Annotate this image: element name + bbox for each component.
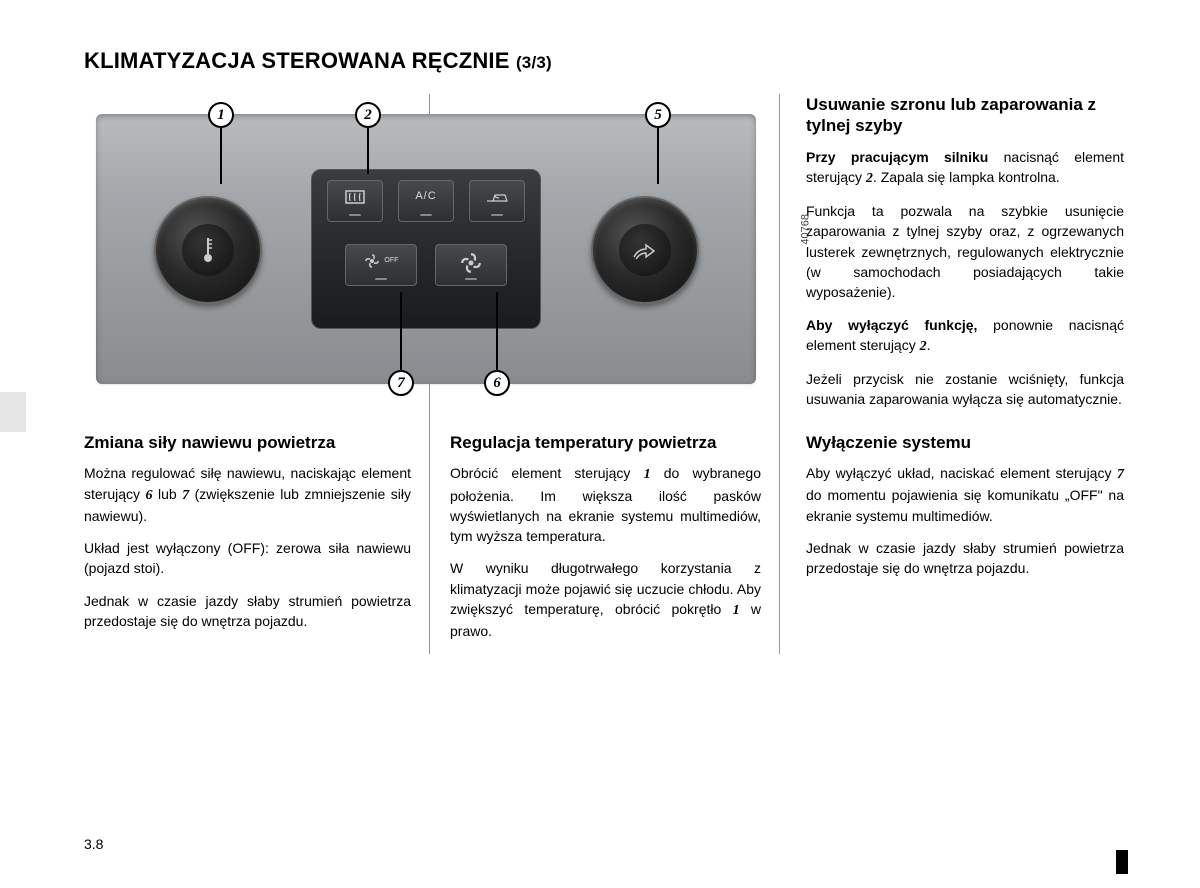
heading-system-off: Wyłączenie systemu — [806, 432, 1124, 453]
heading-fan-strength: Zmiana siły nawiewu powietrza — [84, 432, 411, 453]
recirculation-button — [469, 180, 525, 222]
heading-temperature: Regulacja temperatury powietrza — [450, 432, 761, 453]
callout-1: 1 — [208, 102, 234, 128]
para-l2: Układ jest wyłączony (OFF): zerowa siła … — [84, 538, 411, 579]
callout-2: 2 — [355, 102, 381, 128]
airflow-icon — [619, 224, 671, 276]
ac-button: A/C — [398, 180, 454, 222]
para-r6: Jednak w czasie jazdy słaby strumień pow… — [806, 538, 1124, 579]
para-m2: W wyniku długotrwałego korzystania z kli… — [450, 558, 761, 641]
heading-defrost: Usuwanie szronu lub zaparowania z tylnej… — [806, 94, 1124, 137]
airflow-knob — [591, 196, 699, 304]
fan-on-button — [435, 244, 507, 286]
page-title: KLIMATYZACJA STEROWANA RĘCZNIE (3/3) — [84, 48, 1128, 74]
content-columns: 40768 — [84, 94, 1128, 654]
lead-6 — [496, 292, 498, 370]
para-l3: Jednak w czasie jazdy słaby strumień pow… — [84, 591, 411, 632]
page-number: 3.8 — [84, 836, 103, 852]
para-r2: Funkcja ta pozwala na szybkie usunięcie … — [806, 201, 1124, 302]
lead-7 — [400, 292, 402, 370]
lead-2 — [367, 128, 369, 174]
para-r4: Jeżeli przycisk nie zostanie wciśnięty, … — [806, 369, 1124, 410]
manual-page: KLIMATYZACJA STEROWANA RĘCZNIE (3/3) 407… — [0, 0, 1200, 888]
column-3: Usuwanie szronu lub zaparowania z tylnej… — [779, 94, 1124, 654]
corner-mark — [1116, 850, 1128, 874]
lead-5 — [657, 128, 659, 184]
figure-code: 40768 — [799, 214, 815, 245]
para-l1: Można regulować siłę nawiewu, naciskając… — [84, 463, 411, 526]
button-row-bottom: OFF — [312, 234, 540, 296]
figure-climate-panel: 40768 — [84, 94, 789, 404]
column-1: 40768 — [84, 94, 429, 654]
callout-7: 7 — [388, 370, 414, 396]
para-r3: Aby wyłączyć funkcję, ponownie nacisnąć … — [806, 315, 1124, 358]
button-row-top: A/C — [312, 170, 540, 232]
title-part: (3/3) — [516, 53, 552, 72]
para-m1: Obrócić element sterujący 1 do wybranego… — [450, 463, 761, 546]
callout-6: 6 — [484, 370, 510, 396]
temperature-knob — [154, 196, 262, 304]
thermometer-icon — [182, 224, 234, 276]
para-r1: Przy pracującym silniku nacisnąć element… — [806, 147, 1124, 190]
fan-off-button: OFF — [345, 244, 417, 286]
title-main: KLIMATYZACJA STEROWANA RĘCZNIE — [84, 48, 510, 73]
lead-1 — [220, 128, 222, 184]
center-button-block: A/C OFF — [311, 169, 541, 329]
rear-defrost-button — [327, 180, 383, 222]
callout-5: 5 — [645, 102, 671, 128]
para-r5: Aby wyłączyć układ, naciskać element ste… — [806, 463, 1124, 526]
